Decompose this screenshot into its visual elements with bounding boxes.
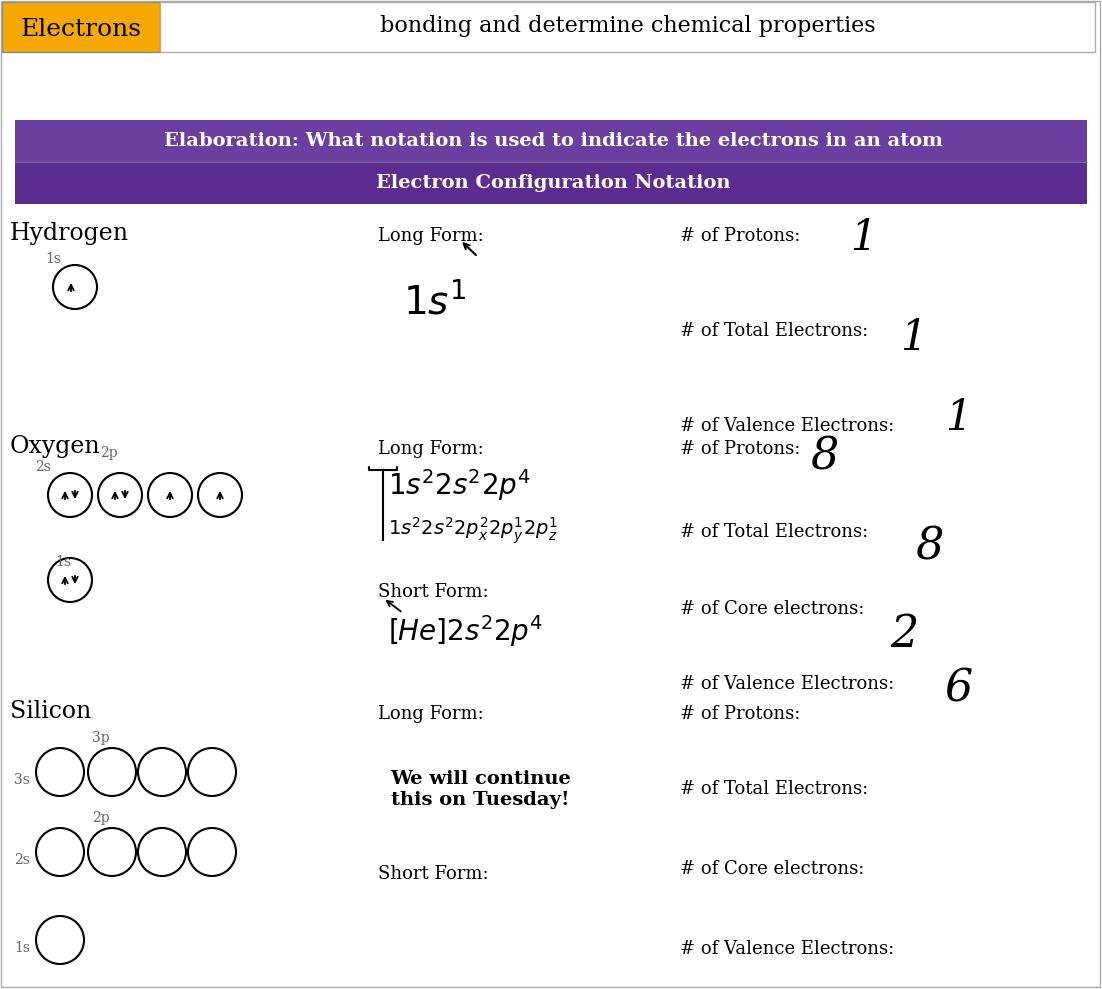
Text: $1s^1$: $1s^1$	[403, 282, 467, 321]
Text: 1: 1	[900, 317, 927, 359]
Text: 3p: 3p	[91, 731, 109, 745]
Text: 8: 8	[915, 525, 943, 568]
Text: # of Protons:: # of Protons:	[680, 705, 800, 723]
Text: $1s^{2}2s^{2}2p_{x}^{2}2p_{y}^{1}2p_{z}^{1}$: $1s^{2}2s^{2}2p_{x}^{2}2p_{y}^{1}2p_{z}^…	[388, 515, 559, 546]
Text: Long Form:: Long Form:	[378, 227, 484, 245]
Text: # of Valence Electrons:: # of Valence Electrons:	[680, 675, 894, 693]
Text: 8: 8	[810, 435, 839, 478]
Text: 2p: 2p	[100, 446, 118, 460]
Text: # of Protons:: # of Protons:	[680, 440, 800, 458]
Text: Silicon: Silicon	[10, 700, 91, 723]
Text: # of Total Electrons:: # of Total Electrons:	[680, 322, 868, 340]
Text: 2s: 2s	[14, 853, 30, 867]
Text: # of Total Electrons:: # of Total Electrons:	[680, 523, 868, 541]
Text: # of Core electrons:: # of Core electrons:	[680, 860, 864, 878]
Text: Electrons: Electrons	[21, 19, 141, 42]
Text: # of Protons:: # of Protons:	[680, 227, 800, 245]
FancyBboxPatch shape	[160, 2, 1095, 52]
Text: # of Core electrons:: # of Core electrons:	[680, 600, 864, 618]
Text: bonding and determine chemical properties: bonding and determine chemical propertie…	[380, 15, 876, 37]
Text: 2: 2	[890, 613, 918, 656]
Text: 1s: 1s	[45, 252, 61, 266]
Text: 6: 6	[946, 667, 973, 710]
Text: Long Form:: Long Form:	[378, 440, 484, 458]
Text: Elaboration: What notation is used to indicate the electrons in an atom: Elaboration: What notation is used to in…	[163, 132, 942, 150]
Text: 2s: 2s	[35, 460, 51, 474]
Text: 1: 1	[850, 217, 876, 259]
FancyBboxPatch shape	[15, 162, 1087, 204]
Text: Hydrogen: Hydrogen	[10, 222, 129, 245]
Text: 3s: 3s	[14, 773, 30, 787]
Text: Electron Configuration Notation: Electron Configuration Notation	[376, 174, 731, 192]
Text: Short Form:: Short Form:	[378, 583, 488, 601]
Text: $1s^{2}2s^{2}2p^{4}$: $1s^{2}2s^{2}2p^{4}$	[388, 467, 531, 502]
FancyBboxPatch shape	[2, 2, 160, 52]
Text: 1s: 1s	[14, 941, 30, 955]
Text: 1: 1	[946, 397, 972, 439]
Text: 1s: 1s	[55, 555, 71, 569]
Text: $[He]2s^{2}2p^{4}$: $[He]2s^{2}2p^{4}$	[388, 613, 543, 649]
Text: Oxygen: Oxygen	[10, 435, 100, 458]
Text: Short Form:: Short Form:	[378, 865, 488, 883]
Text: # of Valence Electrons:: # of Valence Electrons:	[680, 940, 894, 958]
Text: # of Total Electrons:: # of Total Electrons:	[680, 780, 868, 798]
Text: # of Valence Electrons:: # of Valence Electrons:	[680, 417, 894, 435]
Text: Long Form:: Long Form:	[378, 705, 484, 723]
FancyBboxPatch shape	[15, 120, 1087, 162]
Text: 2p: 2p	[91, 811, 109, 825]
Text: We will continue
this on Tuesday!: We will continue this on Tuesday!	[390, 770, 571, 809]
